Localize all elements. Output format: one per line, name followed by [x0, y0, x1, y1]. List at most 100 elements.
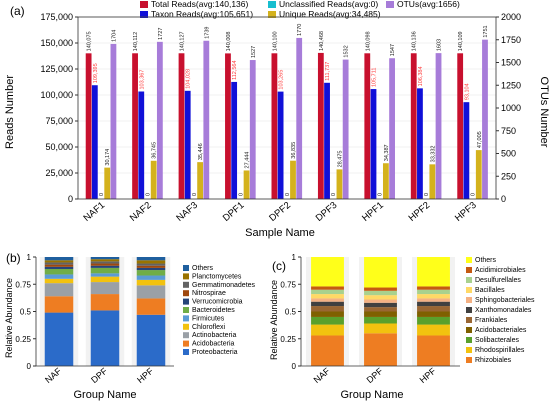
data-label: 27,444: [245, 152, 251, 169]
stack-segment: [311, 301, 344, 307]
legend-swatch: [183, 265, 189, 271]
data-label: 140,075: [87, 31, 93, 51]
panel-c-bars: [306, 257, 455, 366]
stack-segment: [417, 294, 450, 299]
panel-b-chart: (b) 0 0.25 0.5 0.75 1 NAF DPF HPF OthersPlancto…: [4, 251, 256, 401]
stack-segment: [311, 335, 344, 366]
bar: [342, 59, 349, 200]
panel-b-x-axis-title: Group Name: [74, 389, 137, 401]
data-label: 1727: [158, 28, 164, 40]
legend-label: Chloroflexi: [192, 324, 226, 331]
legend-swatch: [466, 277, 472, 283]
stack-segment: [417, 289, 450, 295]
data-label: 104,028: [186, 69, 192, 89]
data-label: 0: [238, 193, 244, 196]
bar: [203, 40, 210, 199]
y2-tick-label: 250: [501, 171, 516, 181]
legend-swatch: [183, 298, 189, 305]
bar: [197, 162, 204, 199]
data-label: 0: [471, 193, 477, 196]
y-tick-label: 0.25: [15, 335, 31, 344]
stack-segment: [136, 263, 166, 266]
x-tick-label: HPF3: [453, 200, 479, 224]
y-tick-label: 0.75: [280, 280, 296, 289]
data-label: 140,109: [458, 31, 464, 51]
stack-segment: [136, 260, 166, 264]
data-label: 0: [424, 193, 430, 196]
legend-swatch: [183, 307, 189, 313]
stack-segment: [364, 311, 397, 317]
stack-segment: [90, 294, 120, 311]
legend-swatch: [183, 315, 189, 322]
stack-segment: [136, 285, 166, 299]
stack-segment: [364, 333, 397, 366]
bar: [104, 167, 111, 199]
stack-segment: [44, 262, 74, 265]
panel-c-label: (c): [272, 259, 286, 273]
stack-segment: [136, 257, 166, 261]
panel-a-legend: Total Reads(avg:140,136) Unclassified Rea…: [140, 0, 460, 19]
stack-segment: [136, 275, 166, 280]
y-tick-label: 0: [68, 194, 73, 204]
data-label: 33,332: [430, 146, 436, 163]
legend-label: Bacteroidetes: [192, 307, 235, 314]
y-tick-label: 175,000: [40, 12, 73, 22]
legend-label: Firmicutes: [192, 315, 225, 322]
legend-label: OTUs(avg:1656): [397, 0, 460, 9]
bar: [85, 53, 92, 200]
y-tick-label: 0.75: [15, 280, 31, 289]
stack-segment: [364, 316, 397, 324]
x-tick-label: NAF2: [128, 200, 154, 224]
legend-swatch: [466, 297, 472, 303]
legend-swatch: [183, 273, 189, 280]
data-label: 140,127: [180, 31, 186, 51]
data-label: 112,564: [232, 60, 238, 79]
data-label: 1603: [437, 39, 443, 51]
stack-segment: [311, 324, 344, 336]
panel-b-y-axis-title: Relative Abundance: [4, 278, 14, 358]
stack-segment: [136, 314, 166, 366]
stack-segment: [311, 289, 344, 295]
data-label: 140,098: [365, 31, 371, 51]
stack-segment: [44, 264, 74, 267]
stack-segment: [364, 287, 397, 291]
stack-segment: [90, 273, 120, 277]
bar: [243, 170, 250, 199]
bar: [475, 150, 482, 199]
data-label: 30,174: [105, 149, 111, 166]
data-label: 36,835: [291, 142, 297, 159]
bar: [410, 53, 417, 199]
stack-segment: [44, 268, 74, 275]
y-tick-label: 100,000: [40, 90, 73, 100]
stack-segment: [44, 266, 74, 269]
panel-a-x-axis-title: Sample Name: [245, 227, 315, 239]
legend-label: Verrucomicrobia: [192, 299, 243, 306]
stack-segment: [311, 294, 344, 299]
stack-segment: [311, 306, 344, 312]
y-tick-label: 0.25: [280, 335, 296, 344]
legend-swatch: [466, 347, 472, 353]
data-label: 1770: [297, 24, 303, 36]
stack-segment: [311, 286, 344, 290]
bar: [336, 169, 343, 199]
bar: [370, 89, 377, 199]
legend-swatch: [183, 290, 189, 297]
stack-segment: [311, 298, 344, 302]
bar: [364, 53, 371, 199]
legend-swatch: [140, 1, 148, 8]
data-label: 103,367: [139, 70, 145, 90]
data-label: 140,468: [319, 31, 325, 51]
y-tick-label: 1: [292, 253, 297, 262]
y2-tick-label: 500: [501, 149, 516, 159]
stack-segment: [136, 298, 166, 315]
legend-label: Rhodospirillales: [475, 347, 525, 354]
legend-swatch: [183, 323, 189, 330]
bar: [184, 90, 191, 199]
stack-segment: [44, 274, 74, 279]
legend-label: Acidobacteria: [192, 341, 235, 348]
panel-a-bars: [85, 37, 488, 200]
legend-label: Acidobacteriales: [475, 327, 527, 334]
bar: [277, 91, 284, 199]
data-label: 1751: [483, 25, 489, 37]
